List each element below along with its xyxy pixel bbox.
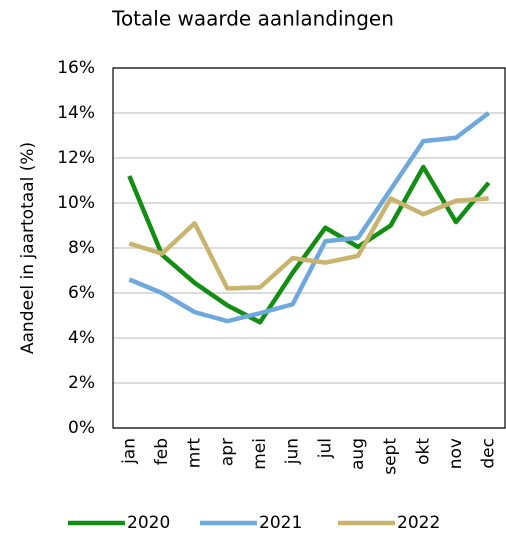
x-tick-label: sept [381,438,401,475]
y-tick-label: 10% [57,193,95,213]
chart-title: Totale waarde aanlandingen [111,7,394,31]
legend-label: 2022 [397,513,440,533]
x-tick-label: jan [119,438,139,465]
x-tick-label: jun [283,438,303,465]
y-tick-label: 8% [68,238,95,258]
y-tick-label: 12% [57,148,95,168]
series-line [127,164,491,325]
x-tick-label: nov [446,438,466,469]
y-axis-label: Aandeel in jaartotaal (%) [18,142,38,354]
legend-label: 2020 [127,513,170,533]
legend-label: 2021 [259,513,302,533]
x-tick-label: mei [250,438,270,470]
x-tick-label: jul [315,438,335,459]
y-tick-label: 6% [68,283,95,303]
x-tick-label: mrt [185,438,205,469]
y-tick-label: 14% [57,103,95,123]
series-line [128,196,489,291]
y-tick-label: 16% [57,58,95,78]
series-line [128,111,491,324]
x-tick-label: aug [348,438,368,470]
plot-border [112,67,506,429]
y-tick-label: 2% [68,373,95,393]
x-tick-label: feb [152,438,172,465]
y-tick-label: 4% [68,328,95,348]
y-tick-label: 0% [68,418,95,438]
x-tick-label: apr [217,438,237,466]
x-tick-label: okt [413,438,433,465]
x-tick-label: dec [479,438,499,469]
